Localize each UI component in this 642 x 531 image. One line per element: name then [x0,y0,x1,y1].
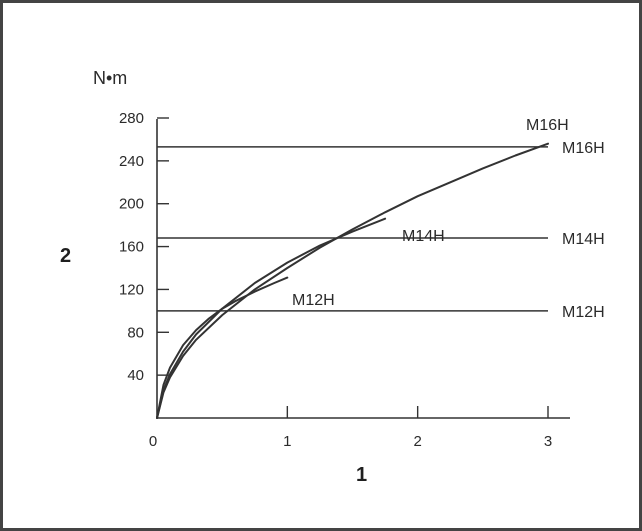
limit-lines: M16H M14H M12H [157,140,605,321]
limit-label-m16h: M16H [562,140,605,157]
curve-m14h [156,217,387,419]
x-axis-title: 1 [356,464,367,486]
unit-label: N•m [93,68,127,88]
x-tick-label: 0 [149,433,157,450]
torque-curves: M16H M14H M12H [156,117,569,419]
y-tick-label: 160 [119,239,144,256]
x-tick-label: 3 [544,433,552,450]
x-tick-label: 1 [283,433,291,450]
y-tick-label: 240 [119,153,144,170]
y-axis-title: 2 [60,245,71,267]
y-tick-label: 120 [119,281,144,298]
x-tick-label: 2 [413,433,421,450]
curve-label-m12h: M12H [292,292,335,309]
y-tick-label: 40 [127,367,144,384]
y-tick-label: 80 [127,324,144,341]
y-tick-label: 200 [119,196,144,213]
curve-label-m14h: M14H [402,228,445,245]
curve-m12h [156,276,289,419]
limit-label-m12h: M12H [562,304,605,321]
limit-label-m14h: M14H [562,231,605,248]
curve-label-m16h: M16H [526,117,569,134]
axis-ticks: 0 1 2 3 40 80 120 160 200 240 280 [119,110,552,450]
y-tick-label: 280 [119,110,144,127]
curve-m16h [156,142,549,419]
